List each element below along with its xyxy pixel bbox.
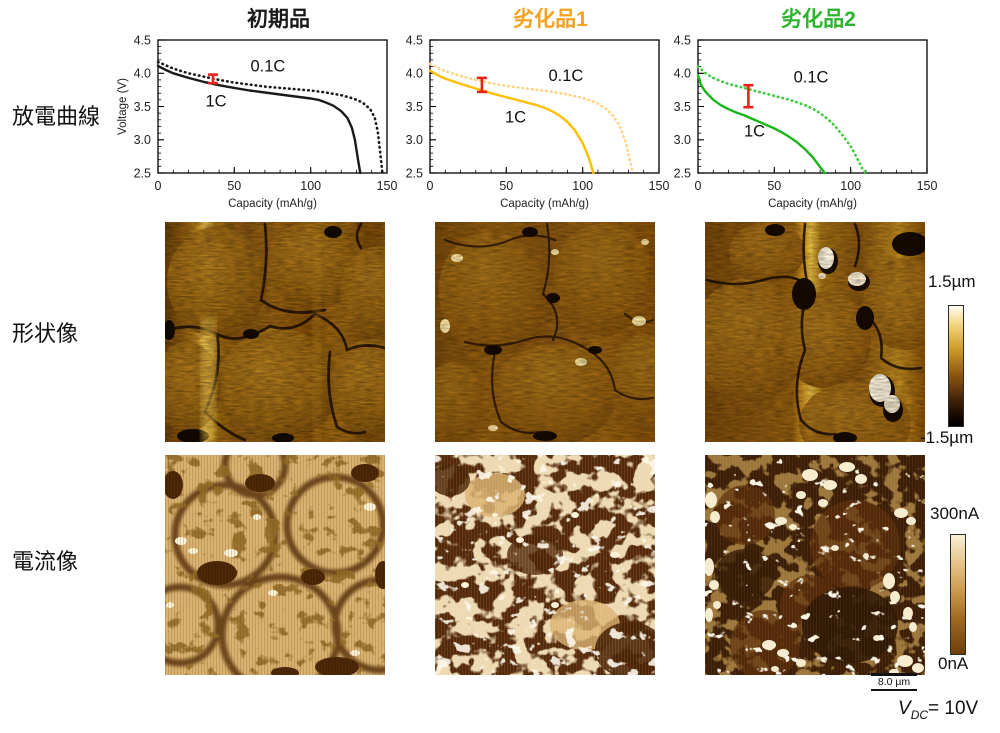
current-colorbar-min-label: 0nA <box>938 654 969 673</box>
svg-text:150: 150 <box>377 179 398 193</box>
svg-text:4.0: 4.0 <box>406 67 423 81</box>
bias-symbol: V <box>898 698 911 719</box>
current-image-initial <box>165 455 385 675</box>
error-bar <box>208 73 218 85</box>
scale-bar-label: 8.0 µm <box>877 676 911 688</box>
svg-text:50: 50 <box>499 179 513 193</box>
height-colorbar-min-label: -1.5µm <box>920 428 974 447</box>
curve-label: 0.1C <box>794 69 829 87</box>
curve-label: 0.1C <box>548 67 583 85</box>
svg-text:3.5: 3.5 <box>406 100 423 114</box>
chart-title: 劣化品2 <box>781 7 856 31</box>
plot-border <box>697 39 928 174</box>
svg-text:2.5: 2.5 <box>134 166 151 180</box>
bias-value: = 10V <box>928 698 979 719</box>
svg-text:0: 0 <box>695 179 702 193</box>
y-axis-label: Voltage (V) <box>117 78 129 135</box>
row-label-current: 電流像 <box>12 549 79 574</box>
svg-text:4.5: 4.5 <box>674 33 691 47</box>
series-1C <box>696 73 826 175</box>
svg-text:0: 0 <box>155 179 162 193</box>
svg-text:150: 150 <box>917 179 938 193</box>
svg-text:2.5: 2.5 <box>406 166 423 180</box>
svg-text:4.0: 4.0 <box>134 67 151 81</box>
discharge-chart-initial: 初期品 0 50 100 150 2.5 3.0 3.5 4.0 4.5 Capacity (mAh… <box>117 7 398 210</box>
series-0.1C <box>156 60 384 175</box>
plot-border <box>429 39 660 174</box>
series-1C <box>156 64 362 175</box>
svg-text:4.0: 4.0 <box>674 67 691 81</box>
svg-text:100: 100 <box>300 179 321 193</box>
current-image-degraded2 <box>705 455 925 675</box>
bias-voltage-note: VDC= 10V <box>898 698 978 722</box>
series-0.1C <box>696 65 868 175</box>
height-colorbar <box>948 305 964 427</box>
svg-text:0: 0 <box>427 179 434 193</box>
current-image-degraded1 <box>435 455 655 675</box>
curve-label: 1C <box>205 93 226 111</box>
svg-text:50: 50 <box>767 179 781 193</box>
svg-text:100: 100 <box>572 179 593 193</box>
svg-text:3.0: 3.0 <box>406 133 423 147</box>
current-colorbar <box>950 534 966 655</box>
svg-text:3.5: 3.5 <box>674 100 691 114</box>
current-colorbar-max-label: 300nA <box>930 504 980 523</box>
svg-text:3.0: 3.0 <box>674 133 691 147</box>
row-label-discharge: 放電曲線 <box>12 104 101 129</box>
curve-label: 1C <box>505 109 526 127</box>
svg-text:4.5: 4.5 <box>406 33 423 47</box>
svg-text:50: 50 <box>227 179 241 193</box>
error-bar <box>743 83 754 109</box>
series-0.1C <box>428 62 635 175</box>
discharge-chart-degraded2: 劣化品2 0 50 100 150 2.5 3.0 3.5 4.0 4.5 Capacity (mA… <box>674 7 938 210</box>
svg-text:150: 150 <box>649 179 670 193</box>
topography-image-degraded2 <box>705 222 925 442</box>
svg-text:3.5: 3.5 <box>134 100 151 114</box>
svg-text:4.5: 4.5 <box>134 33 151 47</box>
row-label-topography: 形状像 <box>12 321 79 346</box>
svg-text:100: 100 <box>840 179 861 193</box>
curve-label: 0.1C <box>250 57 285 75</box>
bias-subscript: DC <box>910 707 929 722</box>
svg-text:2.5: 2.5 <box>674 166 691 180</box>
curve-label: 1C <box>744 122 765 140</box>
chart-title: 劣化品1 <box>513 7 588 31</box>
topography-image-degraded1 <box>435 222 655 442</box>
x-axis-label: Capacity (mAh/g) <box>768 198 857 210</box>
error-bar <box>476 76 487 94</box>
series-1C <box>428 69 595 175</box>
x-axis-label: Capacity (mAh/g) <box>500 198 589 210</box>
scale-bar: 8.0 µm <box>871 673 917 691</box>
chart-title: 初期品 <box>247 7 310 31</box>
svg-text:3.0: 3.0 <box>134 133 151 147</box>
height-colorbar-max-label: 1.5µm <box>928 272 976 291</box>
x-axis-label: Capacity (mAh/g) <box>228 198 317 210</box>
discharge-chart-degraded1: 劣化品1 0 50 100 150 2.5 3.0 3.5 4.0 4.5 Capacity (mA… <box>406 7 670 210</box>
topography-image-initial <box>165 222 385 442</box>
